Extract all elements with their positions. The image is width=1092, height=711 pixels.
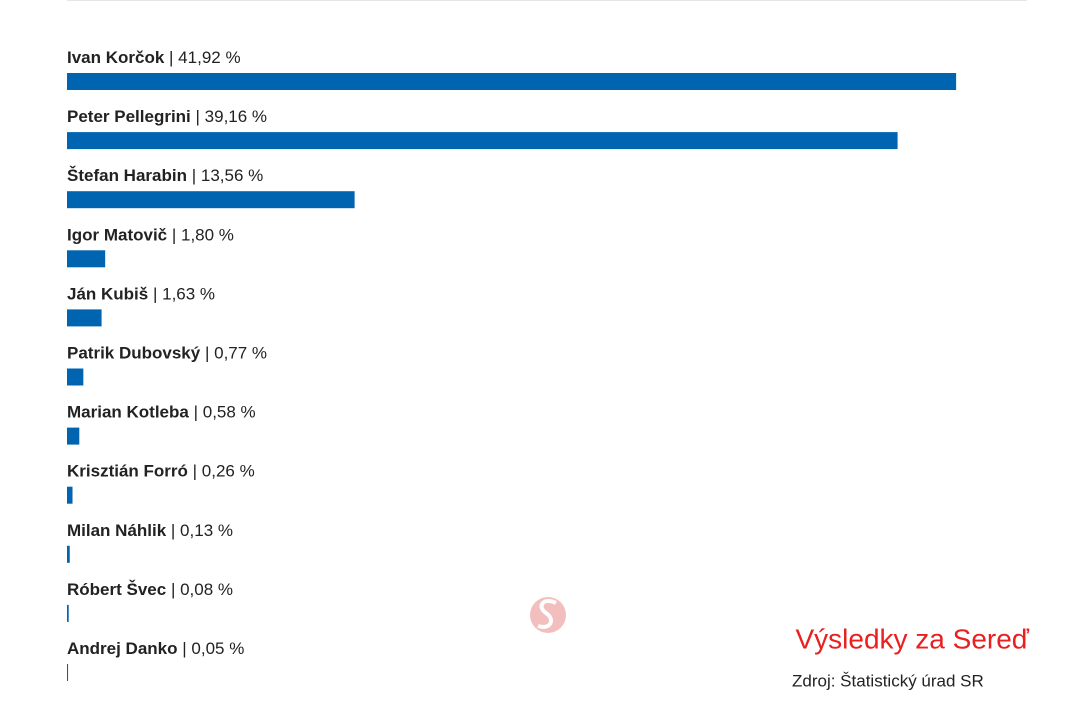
- bar-label: Štefan Harabin | 13,56 %: [67, 167, 263, 186]
- bar: [67, 250, 106, 268]
- bar-label: Róbert Švec | 0,08 %: [67, 580, 233, 599]
- category-label: Ján Kubiš: [67, 285, 148, 304]
- chart-title: Výsledky za Sereď: [795, 623, 1029, 654]
- bar: [67, 368, 84, 386]
- bar: [67, 604, 69, 622]
- value-label: | 0,05 %: [182, 639, 244, 658]
- category-label: Patrik Dubovský: [67, 344, 201, 363]
- value-label: | 0,13 %: [171, 521, 233, 540]
- category-label: Igor Matovič: [67, 226, 167, 245]
- bar: [67, 132, 898, 150]
- value-label: | 0,08 %: [171, 580, 233, 599]
- bar: [67, 427, 80, 445]
- category-label: Štefan Harabin: [67, 167, 187, 186]
- value-label: | 0,58 %: [194, 403, 256, 422]
- source: Zdroj: Štatistický úrad SR: [792, 671, 984, 690]
- category-label: Peter Pellegrini: [67, 108, 191, 127]
- category-label: Andrej Danko: [67, 639, 178, 658]
- value-label: | 39,16 %: [196, 108, 268, 127]
- bar-label: Ivan Korčok | 41,92 %: [67, 48, 241, 67]
- value-label: | 0,77 %: [205, 344, 267, 363]
- bar-label: Igor Matovič | 1,80 %: [67, 226, 234, 245]
- logo: [530, 597, 566, 633]
- bar: [67, 309, 102, 327]
- bar-label: Marian Kotleba | 0,58 %: [67, 403, 256, 422]
- value-label: | 41,92 %: [169, 48, 241, 67]
- bar-label: Krisztián Forró | 0,26 %: [67, 462, 255, 481]
- category-label: Ivan Korčok: [67, 48, 165, 67]
- bar-label: Patrik Dubovský | 0,77 %: [67, 344, 267, 363]
- bar-label: Peter Pellegrini | 39,16 %: [67, 108, 267, 127]
- bar-label: Andrej Danko | 0,05 %: [67, 639, 244, 658]
- value-label: | 0,26 %: [193, 462, 255, 481]
- value-label: | 13,56 %: [192, 167, 264, 186]
- value-label: | 1,63 %: [153, 285, 215, 304]
- bar: [67, 545, 70, 563]
- bar: [67, 73, 957, 90]
- category-label: Milan Náhlik: [67, 521, 167, 540]
- category-label: Marian Kotleba: [67, 403, 189, 422]
- bar: [67, 486, 73, 504]
- category-label: Róbert Švec: [67, 580, 166, 599]
- bar: [67, 664, 69, 681]
- category-label: Krisztián Forró: [67, 462, 188, 481]
- bar-label: Ján Kubiš | 1,63 %: [67, 285, 215, 304]
- bar-label: Milan Náhlik | 0,13 %: [67, 521, 233, 540]
- bar: [67, 191, 355, 209]
- value-label: | 1,80 %: [172, 226, 234, 245]
